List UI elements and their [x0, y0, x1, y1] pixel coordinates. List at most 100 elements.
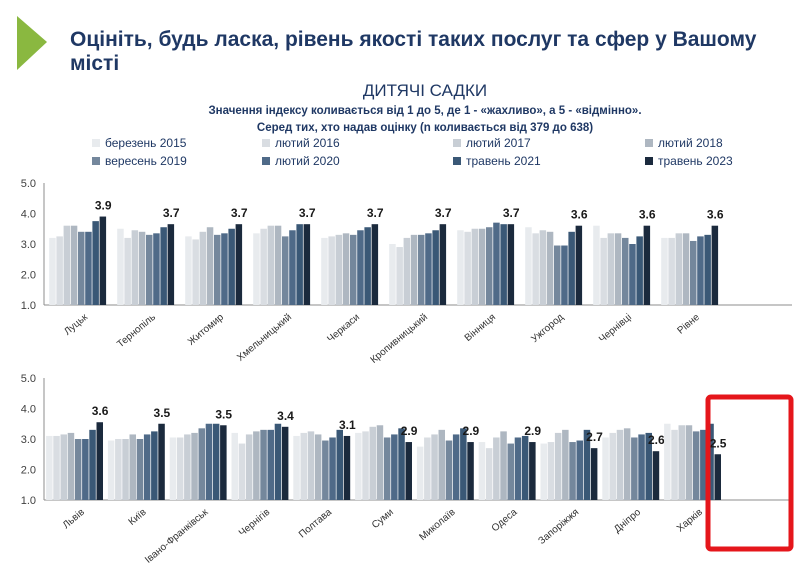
x-tick-label: Миколаїв [417, 507, 457, 543]
y-tick-label: 4.0 [21, 404, 36, 416]
bar [99, 216, 107, 305]
legend-swatch [645, 157, 653, 165]
bar [63, 225, 71, 305]
bar [697, 236, 704, 306]
bar [342, 233, 350, 305]
legend-label: лютий 2020 [275, 154, 340, 168]
bar [138, 231, 146, 305]
data-label: 3.5 [215, 407, 232, 421]
bar [176, 437, 184, 500]
bar [576, 440, 583, 500]
legend-swatch [453, 139, 461, 147]
bar [631, 437, 638, 500]
data-label: 3.7 [231, 206, 248, 220]
bar [575, 225, 583, 305]
bar [343, 435, 351, 500]
bar [307, 431, 315, 501]
bar [296, 224, 303, 305]
bar [143, 434, 151, 500]
chart-panel-bottom: 1.0 2.0 3.0 4.0 5.0 3.6 Львів 3.5 Київ 3.5 Івано-Ф… [21, 373, 792, 566]
bar [438, 429, 445, 500]
data-label: 2.9 [463, 424, 480, 438]
bar [707, 423, 714, 500]
bar [260, 429, 267, 500]
bar [678, 425, 685, 500]
bar [282, 236, 289, 306]
data-label: 2.9 [401, 424, 418, 438]
bar [485, 448, 493, 500]
bar [493, 222, 500, 305]
y-tick-label: 3.0 [21, 434, 36, 446]
bar [96, 422, 103, 500]
bar [547, 442, 555, 500]
data-label: 3.9 [95, 199, 112, 213]
bar [396, 247, 403, 305]
bar [184, 434, 191, 500]
bar [245, 434, 253, 500]
bar [131, 230, 139, 305]
data-label: 3.7 [503, 206, 520, 220]
y-tick-label: 4.0 [21, 209, 36, 221]
bar [85, 231, 92, 305]
data-label: 3.6 [92, 404, 109, 418]
bar [478, 228, 486, 305]
bar [711, 225, 719, 305]
bar [235, 224, 243, 305]
bar [49, 237, 56, 305]
bar [568, 231, 575, 305]
legend-swatch [453, 157, 461, 165]
bar [664, 423, 671, 500]
bar [221, 233, 228, 305]
data-label: 3.1 [339, 418, 356, 432]
chart-title: ДИТЯЧІ САДКИ [363, 81, 487, 100]
bar [206, 227, 214, 305]
bar [652, 451, 660, 500]
bar [410, 234, 418, 305]
data-label: 3.5 [154, 406, 171, 420]
bar [629, 244, 636, 305]
bar [507, 443, 514, 500]
bar [267, 429, 274, 500]
bar [220, 425, 227, 500]
bar [525, 227, 532, 305]
x-tick-label: Суми [370, 507, 396, 531]
bar [445, 440, 453, 500]
bar [293, 435, 300, 500]
bar [129, 434, 136, 500]
bar [357, 230, 364, 305]
bar [403, 237, 411, 305]
bar [500, 431, 507, 501]
bar [329, 437, 336, 500]
bar [668, 237, 675, 305]
bar [529, 442, 536, 500]
bar [493, 437, 500, 500]
bar [151, 431, 158, 501]
x-tick-label: Полтава [297, 507, 334, 541]
bar [336, 429, 343, 500]
x-tick-label: Тернопіль [115, 312, 158, 350]
x-tick-label: Черкаси [325, 312, 362, 345]
x-tick-label: Одеса [490, 507, 520, 535]
bar [540, 443, 547, 500]
chart-panel-top: 1.0 2.0 3.0 4.0 5.0 3.9 Луцьк 3.7 Тернопіль 3.7 Жи… [21, 178, 792, 366]
bar [389, 244, 396, 305]
bar [383, 437, 391, 500]
bar [238, 443, 246, 500]
bar [369, 426, 376, 500]
bar [439, 224, 447, 305]
x-tick-label: Чернігів [237, 507, 272, 539]
x-tick-label: Дніпро [612, 507, 643, 536]
bar [253, 431, 260, 501]
bar [478, 442, 486, 500]
bar [685, 425, 693, 500]
data-label: 2.9 [524, 424, 541, 438]
slide-accent-arrow-icon [17, 16, 47, 70]
bar [600, 237, 607, 305]
x-tick-label: Луцьк [62, 311, 90, 337]
data-label: 2.7 [586, 430, 603, 444]
bar [590, 448, 598, 500]
bar [398, 428, 405, 500]
bar [92, 221, 99, 306]
bar [690, 240, 697, 305]
